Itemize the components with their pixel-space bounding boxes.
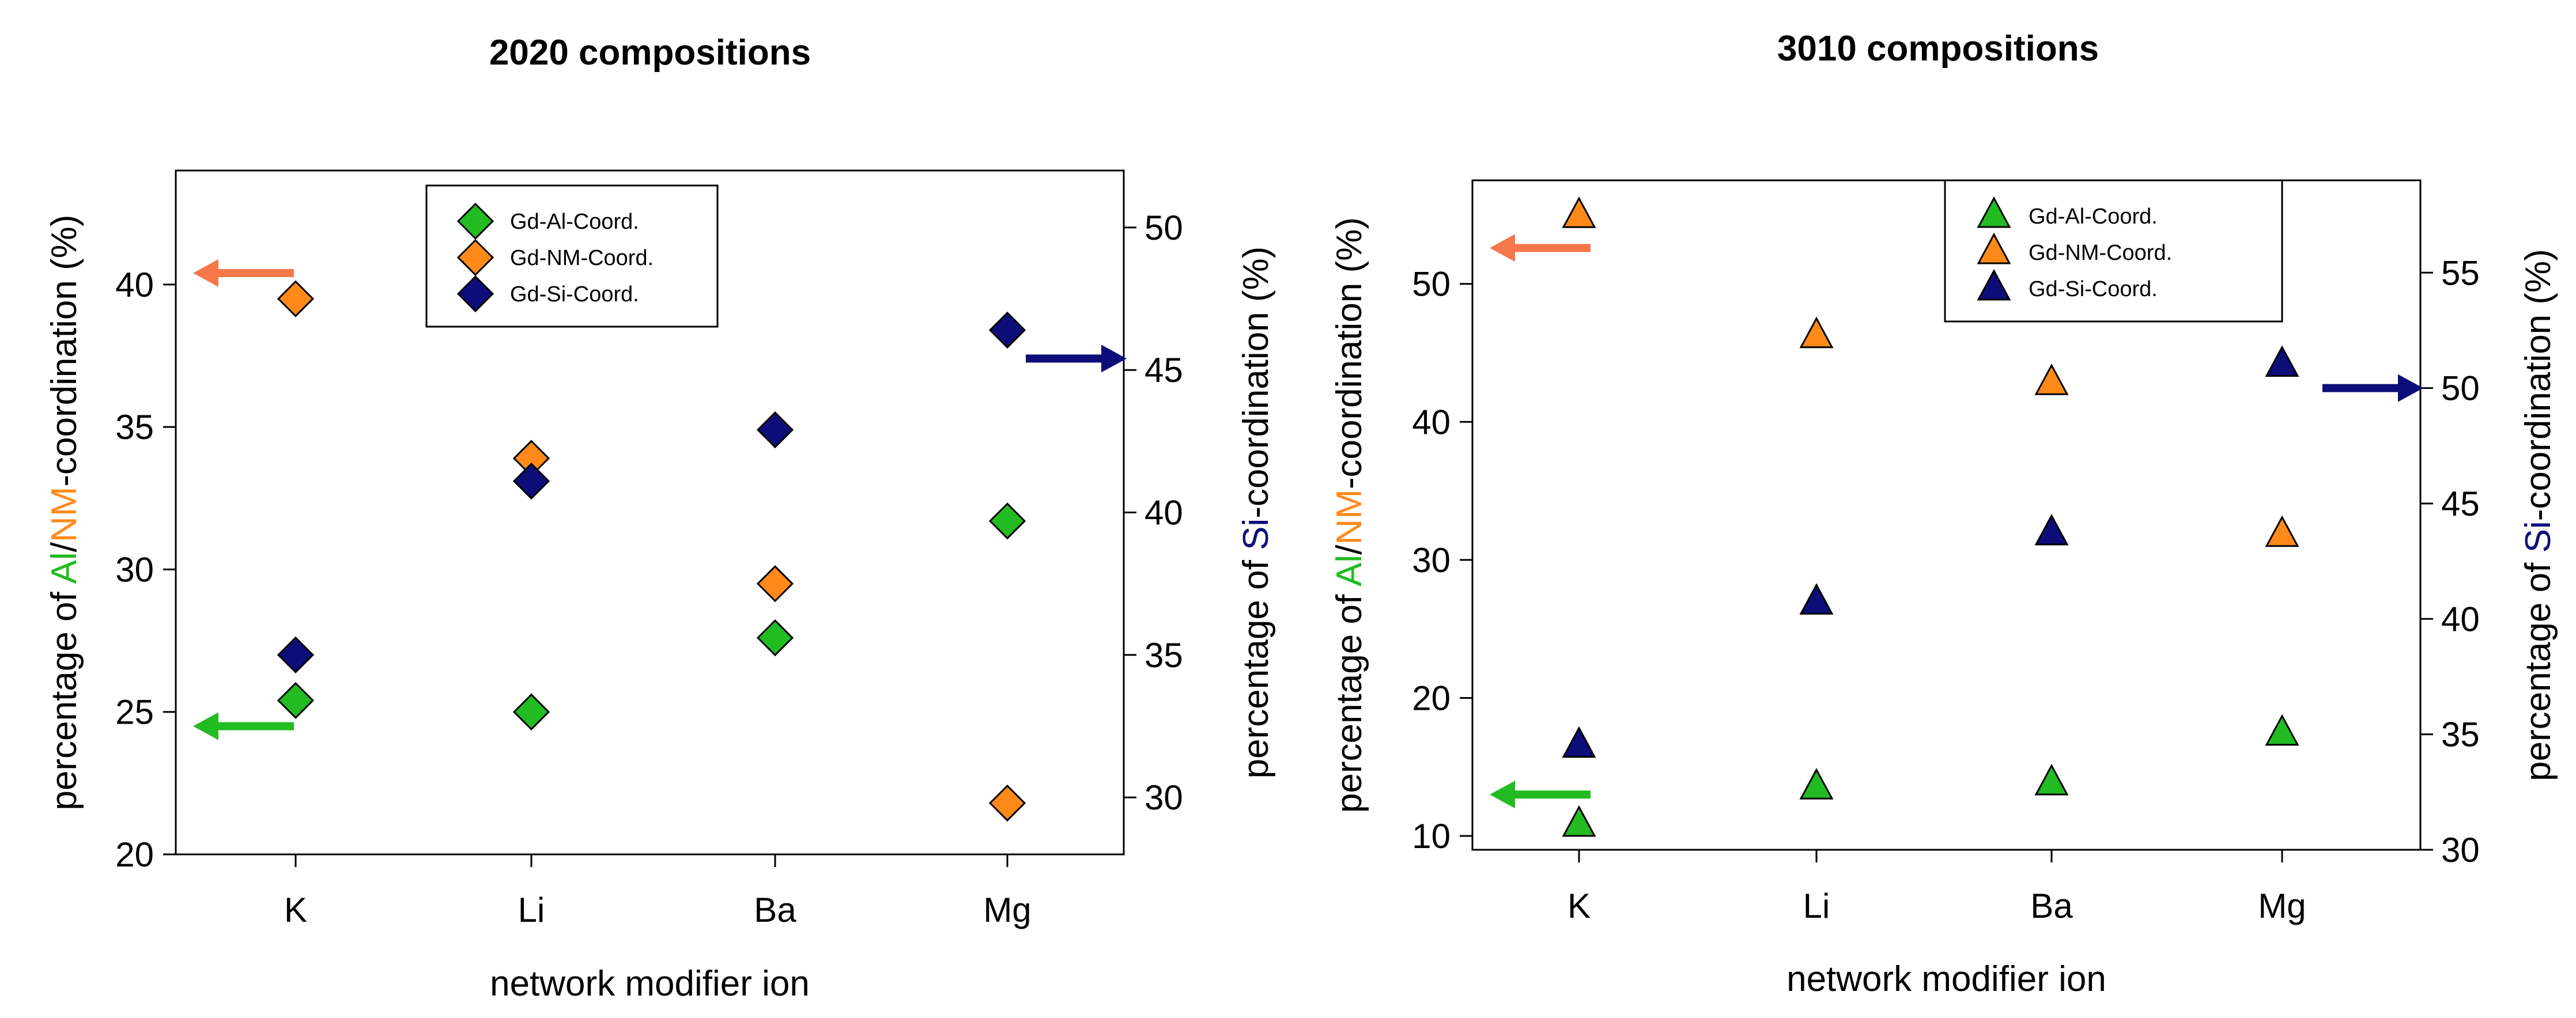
nm-data-point bbox=[2265, 515, 2299, 547]
chart-panel-2: 3010 compositions 10 20 30 40 50 30 35 40 45 50 55 K… bbox=[1412, 29, 2480, 999]
y-right-tick-label: 35 bbox=[2441, 716, 2480, 754]
y-right-tick-label: 35 bbox=[1145, 636, 1183, 675]
legend-al-label: Gd-Al-Coord. bbox=[2029, 205, 2158, 229]
x-tick-label: K bbox=[1567, 887, 1591, 925]
nm-data-point bbox=[1562, 196, 1596, 228]
si-data-point bbox=[512, 462, 550, 500]
legend-al-marker bbox=[456, 202, 494, 240]
al-data-point bbox=[1562, 805, 1596, 837]
x-tick-label: Mg bbox=[2258, 887, 2306, 925]
legend-si-marker bbox=[456, 275, 494, 313]
x-axis-label: network modifier ion bbox=[490, 964, 810, 1004]
x-tick-label: Li bbox=[1803, 887, 1830, 925]
y-left-axis-label-part: / bbox=[1329, 544, 1369, 555]
legend-al-marker bbox=[1977, 196, 2011, 228]
y-right-tick-label: 30 bbox=[2441, 831, 2480, 869]
y-right-tick-label: 55 bbox=[2441, 253, 2480, 292]
y-left-tick-label: 40 bbox=[1412, 403, 1451, 441]
y-left-tick-label: 20 bbox=[115, 835, 154, 874]
chart-title: 2020 compositions bbox=[489, 33, 811, 73]
legend-nm-marker bbox=[456, 239, 494, 277]
legend-si-label: Gd-Si-Coord. bbox=[510, 282, 639, 306]
y-left-tick-label: 10 bbox=[1412, 817, 1451, 856]
si-axis-arrow-head bbox=[2398, 374, 2423, 402]
nm-data-point bbox=[756, 565, 794, 603]
si-data-point bbox=[1799, 583, 1834, 615]
legend-al-label: Gd-Al-Coord. bbox=[510, 210, 639, 234]
si-data-point bbox=[2265, 345, 2299, 377]
legend: Gd-Al-Coord. Gd-NM-Coord. Gd-Si-Coord. bbox=[1944, 179, 2283, 323]
y-right-axis-label-part: Si bbox=[2518, 521, 2558, 552]
y-left-axis-label-part: NM bbox=[1329, 489, 1369, 544]
y-right-axis-label-part: percentage of bbox=[2518, 552, 2558, 781]
y-left-tick-label: 20 bbox=[1412, 679, 1451, 717]
y-left-axis-label-part: / bbox=[44, 542, 84, 552]
si-data-point bbox=[2034, 513, 2069, 546]
y-left-axis-label-part: Al bbox=[1329, 555, 1369, 586]
y-left-axis-label: percentage of Al/NM-coordination (%) bbox=[1329, 217, 1369, 813]
y-left-axis-label: percentage of Al/NM-coordination (%) bbox=[44, 215, 84, 811]
si-data-point bbox=[988, 311, 1026, 349]
y-left-tick-label: 25 bbox=[115, 693, 154, 732]
y-right-axis-label: percentage of Si-coordination (%) bbox=[2518, 249, 2558, 781]
legend-si-marker bbox=[1977, 268, 2011, 301]
legend-si-label: Gd-Si-Coord. bbox=[2029, 277, 2158, 301]
legend: Gd-Al-Coord. Gd-NM-Coord. Gd-Si-Coord. bbox=[425, 184, 719, 328]
y-right-axis-label-part: Si bbox=[1236, 519, 1276, 550]
y-right-tick-label: 40 bbox=[2441, 600, 2480, 638]
y-right-tick-label: 45 bbox=[2441, 485, 2480, 523]
y-right-tick-label: 45 bbox=[1145, 351, 1183, 389]
y-left-tick-label: 35 bbox=[115, 408, 154, 446]
y-right-axis-label-part: -coordination (%) bbox=[2518, 249, 2558, 521]
al-axis-arrow-head bbox=[193, 712, 218, 740]
legend-nm-label: Gd-NM-Coord. bbox=[510, 246, 654, 270]
chart-title: 3010 compositions bbox=[1777, 29, 2099, 69]
x-tick-label: Ba bbox=[754, 891, 796, 929]
y-right-tick-label: 50 bbox=[1145, 209, 1183, 247]
y-left-tick-label: 30 bbox=[1412, 541, 1451, 580]
x-axis-label: network modifier ion bbox=[1786, 959, 2106, 999]
y-left-axis-label-part: Al bbox=[44, 552, 84, 584]
al-data-point bbox=[1799, 768, 1834, 800]
y-left-axis-label-part: NM bbox=[44, 487, 84, 542]
nm-data-point bbox=[277, 280, 315, 317]
y-left-tick-label: 30 bbox=[115, 550, 154, 589]
al-data-point bbox=[2265, 714, 2299, 746]
nm-data-point bbox=[1799, 316, 1834, 349]
x-tick-label: Li bbox=[518, 891, 545, 929]
nm-axis-arrow-head bbox=[1490, 234, 1515, 262]
chart-panel-1: 2020 compositions 20 25 30 35 40 30 35 40 45 50 K Li… bbox=[115, 33, 1183, 1004]
y-left-tick-label: 40 bbox=[115, 266, 154, 304]
nm-data-point bbox=[2034, 364, 2069, 395]
al-data-point bbox=[756, 619, 794, 657]
legend-nm-label: Gd-NM-Coord. bbox=[2029, 241, 2172, 265]
x-tick-label: Mg bbox=[983, 891, 1031, 929]
al-axis-arrow-head bbox=[1490, 781, 1515, 809]
al-data-point bbox=[988, 502, 1026, 540]
x-tick-label: Ba bbox=[2030, 887, 2073, 925]
si-data-point bbox=[756, 411, 794, 449]
al-data-point bbox=[277, 682, 315, 720]
y-left-axis-label-part: percentage of bbox=[44, 584, 84, 810]
x-tick-label: K bbox=[284, 891, 307, 929]
si-data-point bbox=[277, 636, 315, 673]
y-left-tick-label: 50 bbox=[1412, 265, 1451, 304]
y-right-axis-label: percentage of Si-coordination (%) bbox=[1236, 247, 1276, 779]
al-data-point bbox=[512, 693, 550, 731]
si-data-point bbox=[1562, 726, 1596, 758]
y-left-axis-label-part: percentage of bbox=[1329, 586, 1369, 813]
y-right-axis-label-part: percentage of bbox=[1236, 550, 1276, 778]
si-axis-arrow-head bbox=[1101, 345, 1127, 373]
y-left-axis-label-part: -coordination (%) bbox=[44, 215, 84, 487]
y-left-axis-label-part: -coordination (%) bbox=[1329, 217, 1369, 489]
y-right-tick-label: 40 bbox=[1145, 494, 1183, 532]
legend-nm-marker bbox=[1977, 232, 2011, 264]
y-right-axis-label-part: -coordination (%) bbox=[1236, 247, 1276, 519]
nm-data-point bbox=[988, 784, 1026, 822]
y-right-tick-label: 50 bbox=[2441, 369, 2480, 408]
y-right-tick-label: 30 bbox=[1145, 778, 1183, 817]
al-data-point bbox=[2034, 763, 2069, 796]
nm-axis-arrow-head bbox=[193, 259, 218, 287]
